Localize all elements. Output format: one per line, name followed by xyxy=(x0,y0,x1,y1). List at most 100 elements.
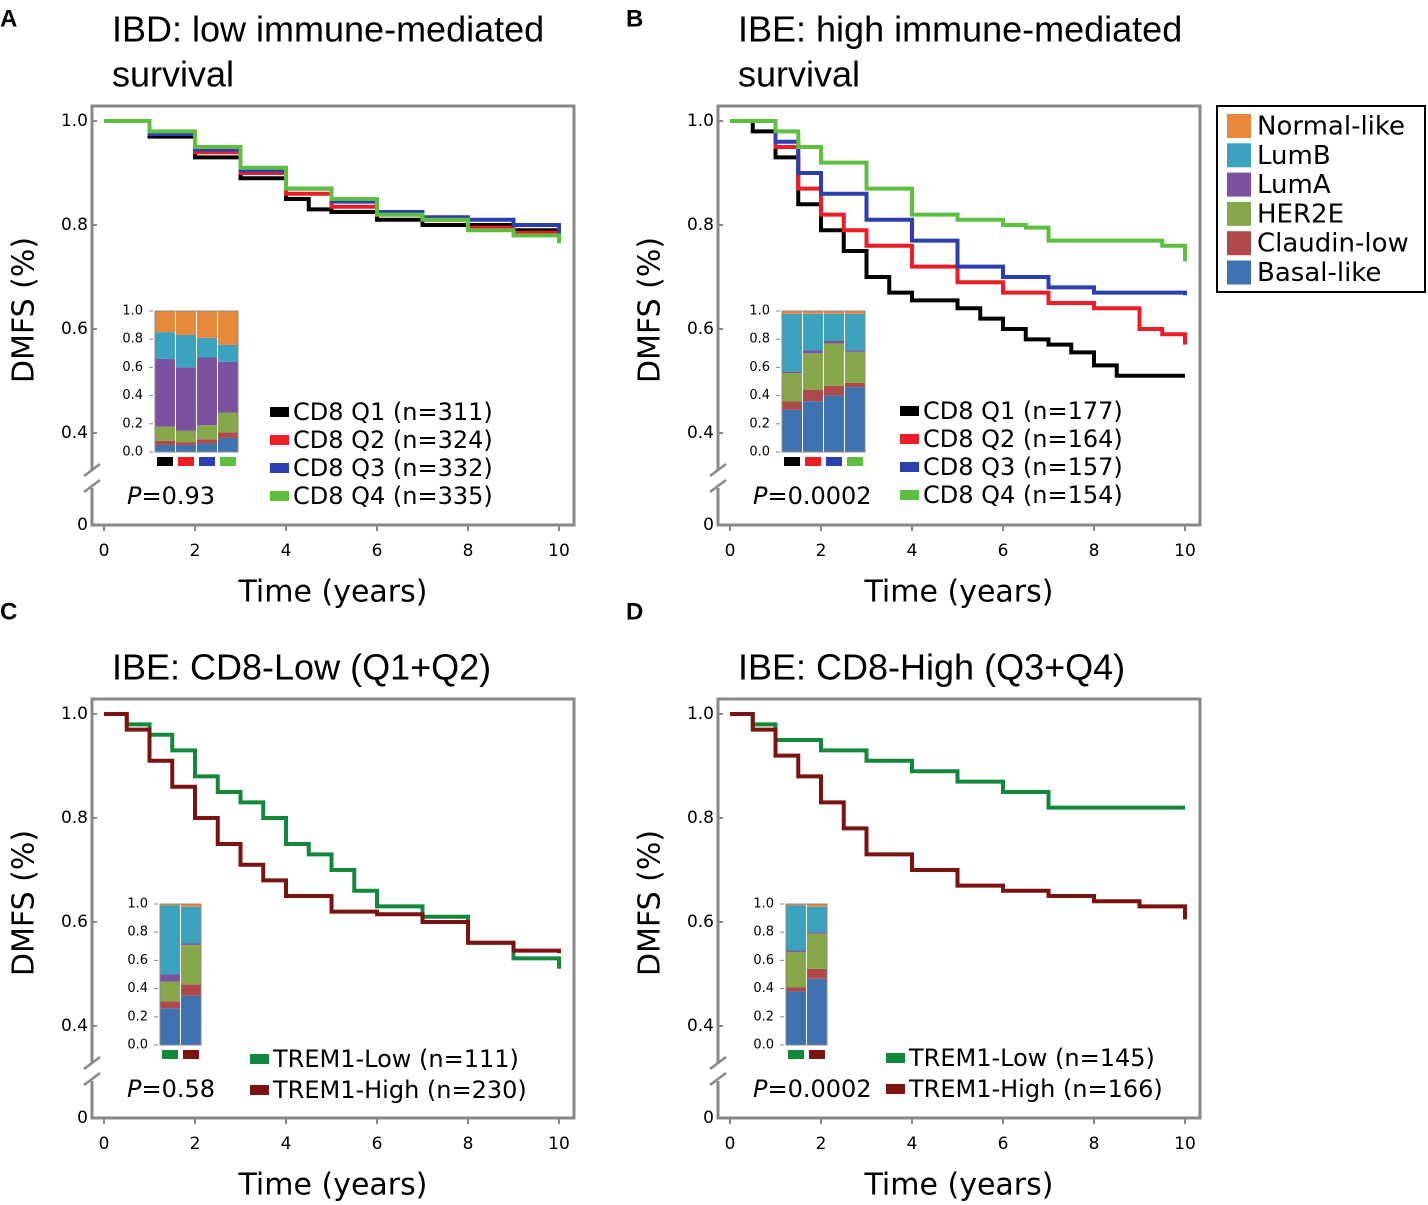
inset-segment xyxy=(786,987,806,992)
inset-segment xyxy=(197,357,217,426)
plot-frame xyxy=(90,697,576,1120)
p-symbol: P xyxy=(127,482,142,510)
p-text: =0.0002 xyxy=(767,482,871,510)
inset-segment xyxy=(181,944,201,985)
inset-frame xyxy=(154,310,239,453)
inset-segment xyxy=(218,361,238,413)
inset-segment xyxy=(782,373,802,402)
legend-swatch xyxy=(1227,201,1251,226)
legend-label: CD8 Q4 (n=154) xyxy=(923,481,1123,509)
chart-title: survival xyxy=(738,54,860,95)
plot-frame xyxy=(716,104,1202,527)
inset-frame xyxy=(159,903,202,1046)
legend-label: CD8 Q3 (n=157) xyxy=(923,453,1123,481)
y-tick-label: 0.6 xyxy=(61,319,88,339)
inset-tick-label: 0.0 xyxy=(753,1038,774,1053)
legend-label: LumA xyxy=(1257,170,1331,200)
inset-segment xyxy=(181,984,201,996)
x-tick-label: 2 xyxy=(816,1134,827,1154)
inset-segment xyxy=(807,933,827,969)
inset-segment xyxy=(155,358,175,427)
inset-tick-label: 0.8 xyxy=(749,332,770,347)
inset-group-marker xyxy=(847,457,863,466)
survival-curve xyxy=(730,119,1187,262)
legend-label: TREM1-Low (n=111) xyxy=(272,1045,519,1073)
chart-title: IBE: CD8-High (Q3+Q4) xyxy=(738,647,1125,688)
panel-letter: C xyxy=(0,598,17,625)
inset-segment xyxy=(181,995,201,1045)
x-tick-label: 8 xyxy=(463,541,474,561)
inset-segment xyxy=(155,444,175,452)
inset-tick-label: 0.6 xyxy=(749,360,770,375)
x-axis-label: Time (years) xyxy=(238,1168,428,1203)
legend-marker xyxy=(270,491,289,501)
inset-tick-label: 0.0 xyxy=(122,445,143,460)
inset-segment xyxy=(782,401,802,410)
inset-segment xyxy=(181,943,201,945)
inset-segment xyxy=(803,311,823,314)
axis-break-mark xyxy=(83,463,101,477)
y-tick-label: 0 xyxy=(77,515,88,535)
y-tick-label: 1.0 xyxy=(687,111,714,131)
x-tick-label: 2 xyxy=(190,1134,201,1154)
axis-break-mark xyxy=(83,1056,101,1070)
inset-tick-label: 1.0 xyxy=(122,304,143,319)
inset-segment xyxy=(824,340,844,344)
y-axis-label: DMFS (%) xyxy=(7,237,42,383)
x-tick-label: 8 xyxy=(1089,1134,1100,1154)
inset-segment xyxy=(786,951,806,988)
inset-segment xyxy=(807,932,827,934)
y-tick-label: 0.6 xyxy=(687,912,714,932)
x-axis-label: Time (years) xyxy=(238,575,428,610)
inset-tick-label: 0.4 xyxy=(122,388,143,403)
y-tick-label: 0.8 xyxy=(687,808,714,828)
legend-marker xyxy=(900,490,919,500)
inset-segment xyxy=(807,968,827,979)
inset-segment xyxy=(176,367,196,431)
inset-tick-label: 0.6 xyxy=(122,360,143,375)
inset-segment xyxy=(197,443,217,452)
inset-segment xyxy=(807,904,827,907)
inset-tick-label: 0.4 xyxy=(127,981,148,996)
legend-label: Normal-like xyxy=(1257,112,1405,142)
y-tick-label: 1.0 xyxy=(687,704,714,724)
panel: C IBE: CD8-Low (Q1+Q2) 0 0.4 0.6 0.8 1.0 0 2 4 6 8 1… xyxy=(0,598,576,1203)
y-tick-label: 0.6 xyxy=(61,912,88,932)
y-tick-label: 0.4 xyxy=(61,423,88,443)
inset-segment xyxy=(803,401,823,452)
y-tick-label: 0.4 xyxy=(687,1016,714,1036)
inset-tick-label: 0.2 xyxy=(127,1009,148,1024)
chart-title: IBE: high immune-mediated xyxy=(738,9,1182,50)
survival-curve xyxy=(104,119,561,244)
p-symbol: P xyxy=(753,482,768,510)
legend-label: Claudin-low xyxy=(1257,229,1409,259)
inset-segment xyxy=(845,311,865,314)
p-text: =0.0002 xyxy=(767,1075,871,1103)
panel: D IBE: CD8-High (Q3+Q4) 0 0.4 0.6 0.8 1.0 0 2 4 6 8… xyxy=(626,598,1202,1203)
x-tick-label: 4 xyxy=(281,1134,292,1154)
legend-marker xyxy=(886,1084,905,1094)
x-axis-label: Time (years) xyxy=(864,575,1054,610)
legend-label: LumB xyxy=(1257,141,1331,171)
legend-label: TREM1-High (n=230) xyxy=(272,1076,527,1104)
p-text: =0.93 xyxy=(141,482,215,510)
legend-label: TREM1-Low (n=145) xyxy=(908,1044,1155,1072)
inset-tick-label: 0.6 xyxy=(127,953,148,968)
inset-segment xyxy=(181,904,201,907)
y-tick-label: 0 xyxy=(703,1108,714,1128)
plot-frame xyxy=(716,697,1202,1120)
x-axis-label: Time (years) xyxy=(864,1168,1054,1203)
survival-curve xyxy=(104,712,561,954)
inset-group-marker xyxy=(220,457,236,466)
x-tick-label: 8 xyxy=(1089,541,1100,561)
inset-tick-label: 0.2 xyxy=(753,1009,774,1024)
inset-segment xyxy=(176,442,196,445)
inset-tick-label: 0.0 xyxy=(749,445,770,460)
legend-label: HER2E xyxy=(1257,199,1344,229)
inset-segment xyxy=(197,425,217,440)
inset-group-marker xyxy=(157,457,173,466)
plot-frame xyxy=(90,104,576,527)
y-axis-label: DMFS (%) xyxy=(7,830,42,976)
inset-group-marker xyxy=(826,457,842,466)
